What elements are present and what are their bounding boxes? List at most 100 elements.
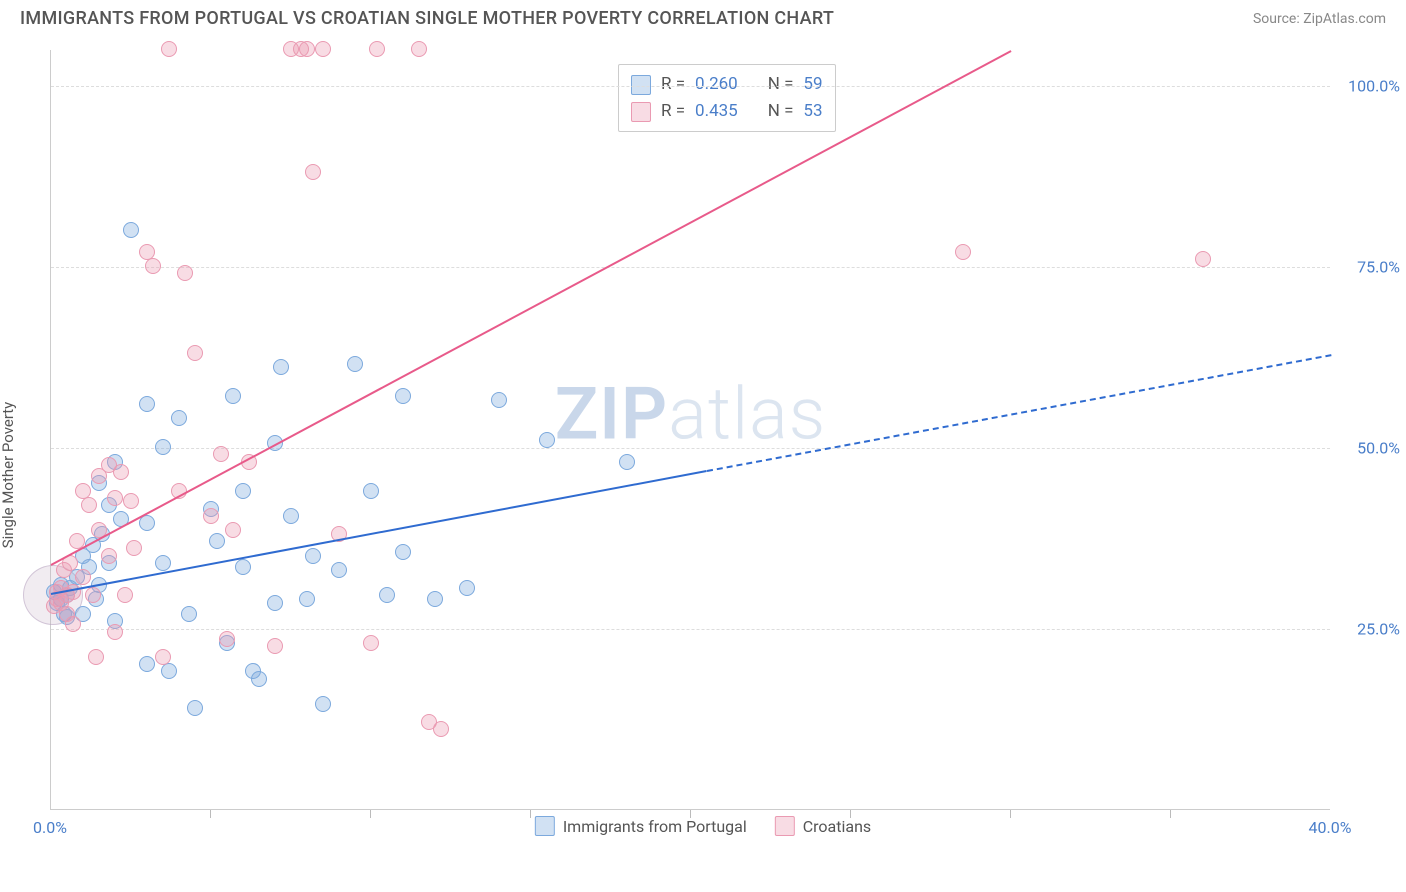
series-legend-item-portugal: Immigrants from Portugal	[535, 816, 747, 836]
data-point-portugal	[379, 587, 395, 603]
data-point-portugal	[187, 700, 203, 716]
legend-r-value: 0.260	[695, 71, 738, 98]
watermark: ZIPatlas	[555, 372, 827, 457]
y-axis-title: Single Mother Poverty	[0, 402, 17, 549]
legend-swatch	[631, 102, 651, 122]
data-point-croatians	[177, 265, 193, 281]
data-point-portugal	[539, 432, 555, 448]
trend-line	[707, 354, 1331, 472]
data-point-portugal	[315, 696, 331, 712]
series-legend-label: Immigrants from Portugal	[563, 817, 747, 836]
x-tick-mark	[530, 810, 531, 818]
trend-line	[51, 470, 707, 595]
trend-line	[51, 50, 1012, 566]
legend-n-label: N =	[768, 98, 794, 125]
data-point-croatians	[299, 41, 315, 57]
y-tick-label: 100.0%	[1340, 77, 1400, 96]
data-point-croatians	[369, 41, 385, 57]
grid-line	[51, 267, 1330, 268]
data-point-croatians	[75, 569, 91, 585]
legend-row-croatians: R =0.435N =53	[631, 98, 823, 125]
series-legend: Immigrants from Portugal Croatians	[535, 816, 871, 836]
x-tick-mark	[1010, 810, 1011, 818]
x-tick-label: 0.0%	[33, 818, 67, 837]
data-point-portugal	[363, 483, 379, 499]
data-point-croatians	[161, 41, 177, 57]
x-tick-mark	[210, 810, 211, 818]
data-point-portugal	[235, 483, 251, 499]
data-point-croatians	[65, 616, 81, 632]
watermark-bold: ZIP	[555, 372, 668, 457]
series-legend-item-croatians: Croatians	[775, 816, 871, 836]
data-point-portugal	[331, 562, 347, 578]
data-point-portugal	[347, 356, 363, 372]
y-tick-label: 25.0%	[1340, 620, 1400, 639]
data-point-croatians	[155, 649, 171, 665]
data-point-portugal	[155, 439, 171, 455]
data-point-croatians	[113, 464, 129, 480]
data-point-croatians	[203, 508, 219, 524]
data-point-croatians	[315, 41, 331, 57]
data-point-portugal	[251, 671, 267, 687]
watermark-light: atlas	[668, 372, 826, 457]
legend-r-label: R =	[661, 98, 685, 125]
data-point-croatians	[123, 493, 139, 509]
legend-swatch	[775, 816, 795, 836]
data-point-croatians	[117, 587, 133, 603]
data-point-portugal	[299, 591, 315, 607]
data-point-portugal	[161, 663, 177, 679]
data-point-portugal	[181, 606, 197, 622]
chart-container: Single Mother Poverty ZIPatlas R = 0.260 N…	[0, 40, 1406, 892]
data-point-portugal	[491, 392, 507, 408]
x-tick-mark	[850, 810, 851, 818]
data-point-croatians	[363, 635, 379, 651]
data-point-croatians	[1195, 251, 1211, 267]
source-label: Source: ZipAtlas.com	[1253, 11, 1386, 27]
legend-n-label: N =	[768, 71, 794, 98]
data-point-portugal	[619, 454, 635, 470]
data-point-portugal	[427, 591, 443, 607]
x-tick-label: 40.0%	[1309, 818, 1352, 837]
plot-area: ZIPatlas R =0.260N =59R =0.435N =53 25.0…	[50, 50, 1330, 810]
x-tick-mark	[370, 810, 371, 818]
data-point-portugal	[235, 559, 251, 575]
data-point-croatians	[219, 631, 235, 647]
grid-line	[51, 629, 1330, 630]
x-tick-mark	[1170, 810, 1171, 818]
data-point-croatians	[187, 345, 203, 361]
data-point-portugal	[459, 580, 475, 596]
data-point-portugal	[305, 548, 321, 564]
data-point-croatians	[81, 497, 97, 513]
data-point-portugal	[395, 388, 411, 404]
data-point-croatians	[213, 446, 229, 462]
data-point-portugal	[155, 555, 171, 571]
chart-title: IMMIGRANTS FROM PORTUGAL VS CROATIAN SIN…	[20, 8, 834, 29]
data-point-croatians	[421, 714, 437, 730]
data-point-portugal	[139, 396, 155, 412]
data-point-croatians	[305, 164, 321, 180]
legend-row-portugal: R =0.260N =59	[631, 71, 823, 98]
y-tick-label: 75.0%	[1340, 258, 1400, 277]
data-point-portugal	[273, 359, 289, 375]
data-point-croatians	[126, 540, 142, 556]
legend-r-value: 0.435	[695, 98, 738, 125]
data-point-portugal	[171, 410, 187, 426]
data-point-portugal	[225, 388, 241, 404]
data-point-portugal	[395, 544, 411, 560]
data-point-croatians	[101, 548, 117, 564]
correlation-legend: R =0.260N =59R =0.435N =53	[618, 64, 836, 132]
data-point-croatians	[267, 638, 283, 654]
data-point-croatians	[88, 649, 104, 665]
y-tick-label: 50.0%	[1340, 439, 1400, 458]
data-point-croatians	[955, 244, 971, 260]
data-point-croatians	[145, 258, 161, 274]
data-point-croatians	[107, 624, 123, 640]
grid-line	[51, 86, 1330, 87]
grid-line	[51, 448, 1330, 449]
data-point-croatians	[225, 522, 241, 538]
data-point-croatians	[107, 490, 123, 506]
series-legend-label: Croatians	[803, 817, 871, 836]
legend-swatch	[535, 816, 555, 836]
data-point-croatians	[85, 587, 101, 603]
data-point-croatians	[411, 41, 427, 57]
